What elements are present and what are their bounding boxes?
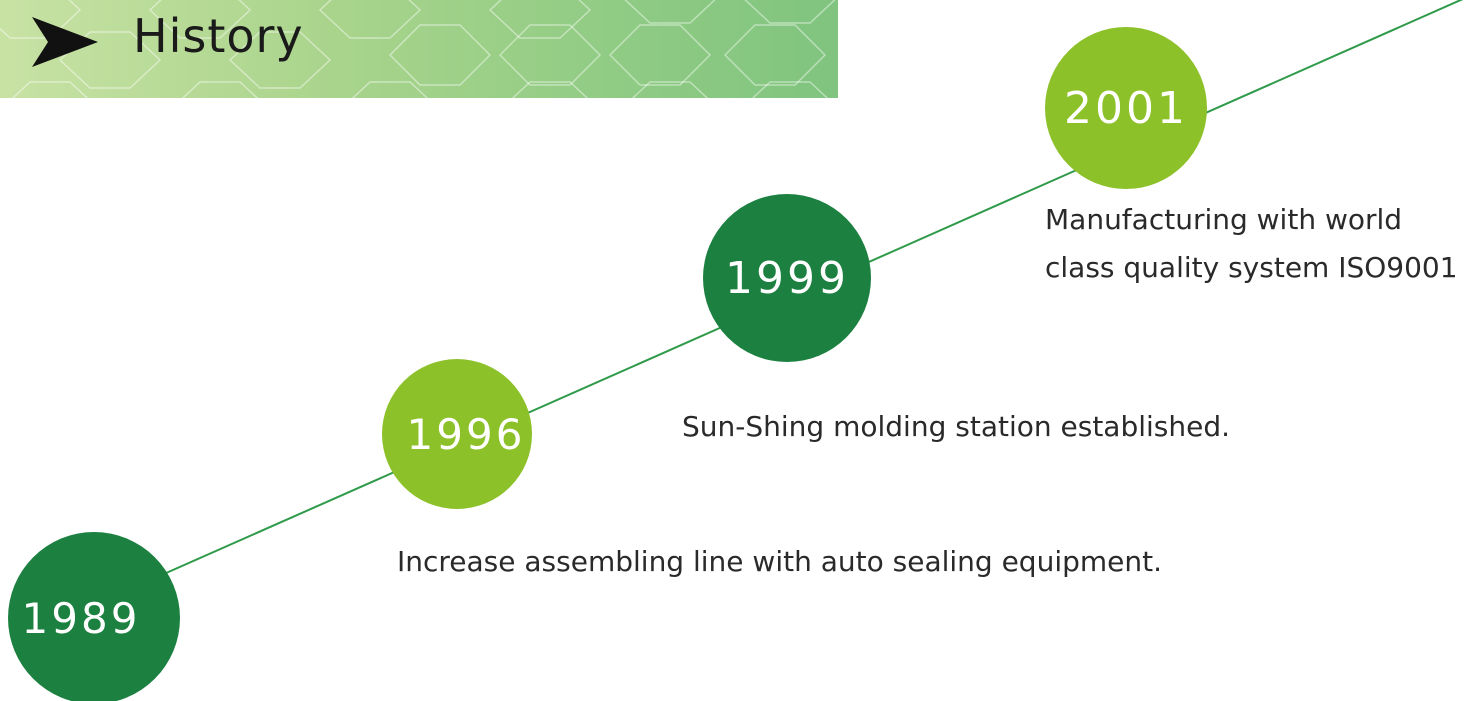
hexagon-pattern [0,0,836,98]
event-description-1996: Sun-Shing molding station established. [682,410,1231,443]
year-circle-1996: 1996 [382,359,532,509]
right-arrow-icon [32,17,98,67]
year-label-1996: 1996 [406,409,526,459]
year-label-1999: 1999 [725,252,849,304]
event-description-2001-line-2: class quality system ISO9001 [1045,251,1458,284]
year-circle-2001: 2001 [1045,27,1207,189]
header-banner: History [0,0,838,98]
event-description-2001-line-1: Manufacturing with world [1045,203,1403,236]
event-description-2001: Manufacturing with world class quality s… [1045,196,1458,292]
year-circle-1999: 1999 [703,194,871,362]
page-title: History [133,9,304,63]
event-description-1989: Increase assembling line with auto seali… [397,545,1163,578]
year-label-2001: 2001 [1064,82,1188,134]
year-label-1989: 1989 [21,593,141,643]
year-circle-1989: 1989 [8,532,180,701]
